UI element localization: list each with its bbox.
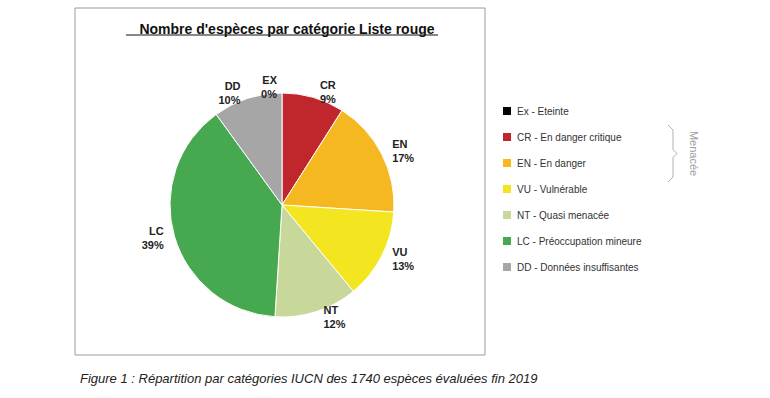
svg-text:10%: 10% <box>219 94 241 106</box>
svg-text:Ex - Eteinte: Ex - Eteinte <box>517 106 569 117</box>
svg-text:9%: 9% <box>320 93 336 105</box>
svg-text:12%: 12% <box>323 318 345 330</box>
svg-text:NT - Quasi menacée: NT - Quasi menacée <box>517 210 610 221</box>
svg-text:LC: LC <box>149 225 164 237</box>
svg-text:VU - Vulnérable: VU - Vulnérable <box>517 184 588 195</box>
svg-text:CR - En danger critique: CR - En danger critique <box>517 132 622 143</box>
svg-text:DD: DD <box>225 80 241 92</box>
svg-text:DD - Données insuffisantes: DD - Données insuffisantes <box>517 262 639 273</box>
svg-text:NT: NT <box>323 304 338 316</box>
svg-text:CR: CR <box>320 79 336 91</box>
svg-text:13%: 13% <box>392 260 414 272</box>
svg-text:EX: EX <box>262 74 277 86</box>
svg-text:VU: VU <box>392 246 407 258</box>
svg-text:39%: 39% <box>142 239 164 251</box>
svg-text:Menacée: Menacée <box>688 131 700 176</box>
svg-text:EN: EN <box>392 138 407 150</box>
svg-text:EN - En danger: EN - En danger <box>517 158 587 169</box>
svg-text:Figure 1 : Répartition par cat: Figure 1 : Répartition par catégories IU… <box>80 371 537 386</box>
svg-text:LC - Préoccupation mineure: LC - Préoccupation mineure <box>517 236 642 247</box>
svg-text:17%: 17% <box>392 152 414 164</box>
svg-text:Nombre d'espèces par catégorie: Nombre d'espèces par catégorie Liste rou… <box>139 21 434 37</box>
svg-text:0%: 0% <box>261 88 277 100</box>
